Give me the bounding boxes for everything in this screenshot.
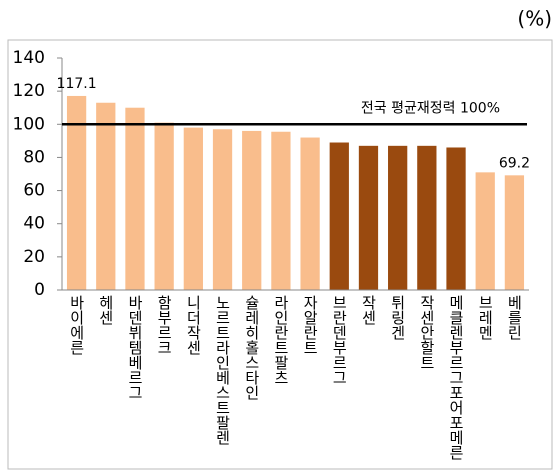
bar <box>329 142 349 290</box>
bar <box>125 107 145 290</box>
unit-label: (%) <box>517 7 552 31</box>
data-label: 69.2 <box>499 155 530 171</box>
x-tick-label: 라인란트팔츠 <box>271 295 290 385</box>
bar <box>242 130 262 290</box>
x-tick-label: 튀링겐 <box>388 295 407 340</box>
bar <box>271 131 291 290</box>
chart-frame <box>7 39 553 470</box>
x-tick-label: 브란덴부르그 <box>330 295 349 385</box>
y-tick-label: 100 <box>13 114 45 134</box>
bar <box>358 145 379 290</box>
x-tick-label: 슐레히홀스타인 <box>242 295 261 400</box>
x-tick-label: 브레멘 <box>476 295 495 340</box>
x-tick-label: 니더작센 <box>184 295 203 355</box>
bar <box>475 172 495 290</box>
x-tick-label: 메클렌부르그포어포메른 <box>447 295 466 460</box>
x-tick-label: 바덴뷔템베르그 <box>125 295 144 400</box>
x-tick-label: 작센안할트 <box>417 295 436 370</box>
y-tick-label: 140 <box>13 48 45 68</box>
x-tick-label: 노르트라인베스트팔렌 <box>213 295 232 445</box>
y-tick-label: 120 <box>13 81 45 101</box>
x-tick-label: 헤센 <box>96 295 115 325</box>
x-tick-label: 자알란트 <box>301 295 320 355</box>
bar <box>212 129 233 290</box>
reference-label: 전국 평균재정력 100% <box>361 100 500 116</box>
bar <box>300 137 320 290</box>
x-tick-label: 함부르크 <box>155 295 174 355</box>
bar <box>183 127 203 290</box>
bar <box>96 102 116 290</box>
y-tick-label: 80 <box>23 147 45 167</box>
data-label: 117.1 <box>57 76 97 92</box>
y-tick-label: 60 <box>23 181 45 201</box>
bar <box>388 145 408 290</box>
x-tick-label: 바이에른 <box>67 295 86 355</box>
x-tick-label: 베를린 <box>505 295 524 340</box>
y-tick-label: 20 <box>23 247 45 267</box>
bar <box>446 147 466 290</box>
y-tick-label: 40 <box>23 214 45 234</box>
bar <box>417 145 437 290</box>
y-tick-label: 0 <box>34 280 45 300</box>
x-tick-label: 작센 <box>359 295 378 325</box>
bar <box>504 175 525 290</box>
bar <box>154 122 174 290</box>
bar <box>66 95 87 290</box>
